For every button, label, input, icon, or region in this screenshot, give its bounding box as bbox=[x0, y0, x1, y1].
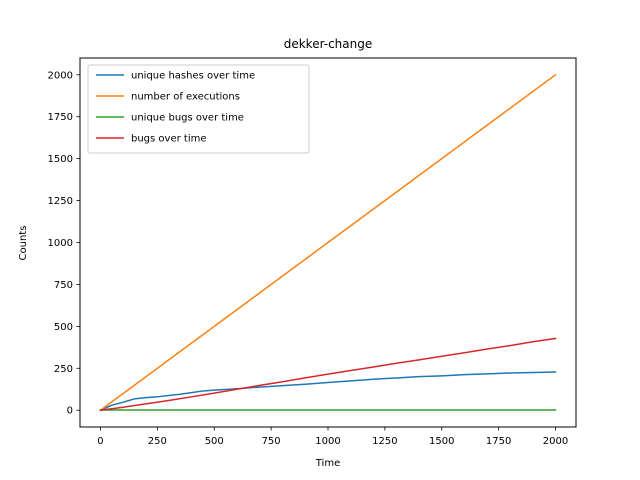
legend-label: unique hashes over time bbox=[131, 71, 255, 82]
x-tick-label: 2000 bbox=[543, 436, 568, 447]
legend-label: number of executions bbox=[131, 92, 240, 103]
x-axis-label: Time bbox=[315, 458, 340, 469]
x-tick-label: 1500 bbox=[429, 436, 454, 447]
x-tick-label: 1750 bbox=[486, 436, 511, 447]
y-axis: 0 250 500 750 1000 1250 1500 1750 2000 bbox=[48, 70, 80, 417]
x-tick-label: 750 bbox=[262, 436, 281, 447]
x-tick-label: 0 bbox=[97, 436, 103, 447]
series-line-0 bbox=[99, 371, 557, 412]
y-tick-label: 750 bbox=[54, 280, 73, 291]
x-tick-label: 1250 bbox=[372, 436, 397, 447]
x-axis: 0 250 500 750 1000 1250 1500 1750 2000 bbox=[97, 427, 568, 447]
y-tick-label: 1000 bbox=[48, 238, 73, 249]
chart-title: dekker-change bbox=[284, 37, 373, 51]
series-line-1 bbox=[99, 73, 557, 412]
x-tick-label: 250 bbox=[148, 436, 167, 447]
plot-lines bbox=[99, 73, 557, 412]
y-tick-label: 1250 bbox=[48, 196, 73, 207]
y-tick-label: 500 bbox=[54, 322, 73, 333]
y-tick-label: 1750 bbox=[48, 112, 73, 123]
y-tick-label: 250 bbox=[54, 364, 73, 375]
y-tick-label: 1500 bbox=[48, 154, 73, 165]
y-tick-label: 2000 bbox=[48, 70, 73, 81]
legend-label: bugs over time bbox=[131, 134, 207, 145]
x-tick-label: 500 bbox=[205, 436, 224, 447]
series-line-3 bbox=[99, 337, 557, 412]
y-tick-label: 0 bbox=[67, 406, 73, 417]
legend-box bbox=[87, 64, 310, 154]
y-axis-label: Counts bbox=[18, 226, 29, 261]
legend: unique hashes over time number of executi… bbox=[87, 64, 310, 154]
legend-label: unique bugs over time bbox=[131, 113, 244, 124]
x-tick-label: 1000 bbox=[315, 436, 340, 447]
